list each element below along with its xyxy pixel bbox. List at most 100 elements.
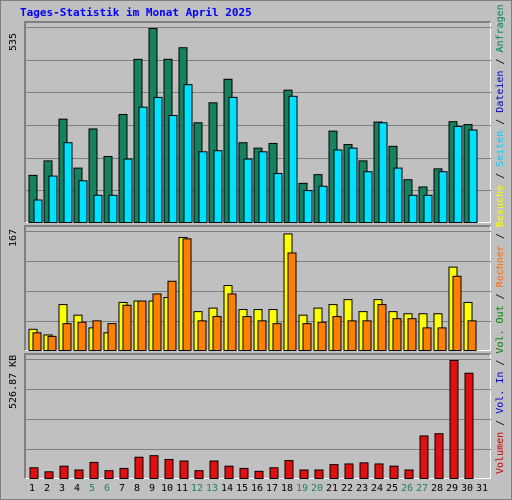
bar-rechner-day-5 xyxy=(92,320,102,351)
bar-seiten-day-28 xyxy=(438,171,448,223)
bar-seiten-day-26 xyxy=(408,194,418,223)
day-label-4: 4 xyxy=(73,483,81,494)
bar-rechner-day-28 xyxy=(437,327,447,351)
bar-rechner-day-18 xyxy=(287,252,297,351)
bar-rechner-day-16 xyxy=(257,320,267,351)
bar-rechner-day-7 xyxy=(122,304,132,351)
legend-separator: / xyxy=(495,52,506,71)
day-label-11: 11 xyxy=(175,483,189,494)
anfragen-seiten-panel xyxy=(24,21,491,223)
bar-seiten-day-6 xyxy=(108,194,118,223)
bar-seiten-day-27 xyxy=(423,194,433,223)
bar-seiten-day-11 xyxy=(183,84,193,223)
series-legend: Volumen / Vol. In / Vol. Out / Rechner /… xyxy=(492,4,510,474)
bar-rechner-day-30 xyxy=(467,320,477,351)
day-label-8: 8 xyxy=(133,483,141,494)
bar-rechner-day-10 xyxy=(167,280,177,351)
day-label-3: 3 xyxy=(58,483,66,494)
day-label-12: 12 xyxy=(190,483,204,494)
day-label-10: 10 xyxy=(160,483,174,494)
day-label-16: 16 xyxy=(250,483,264,494)
bar-volumen-day-27 xyxy=(419,435,429,479)
bar-rechner-day-27 xyxy=(422,327,432,351)
anfragen-seiten-chart xyxy=(26,27,491,223)
bar-rechner-day-19 xyxy=(302,323,312,351)
day-label-26: 26 xyxy=(400,483,414,494)
bar-seiten-day-1 xyxy=(33,199,43,223)
bar-seiten-day-8 xyxy=(138,106,148,223)
bar-volumen-day-19 xyxy=(299,469,309,479)
legend-dateien: Dateien xyxy=(495,70,506,113)
bar-volumen-day-28 xyxy=(434,433,444,479)
besuche-rechner-panel xyxy=(24,225,491,351)
legend-vol-out: Vol. Out xyxy=(495,305,506,354)
bar-seiten-day-21 xyxy=(333,149,343,223)
bar-volumen-day-21 xyxy=(329,464,339,479)
bar-rechner-day-11 xyxy=(182,238,192,351)
bar-rechner-day-8 xyxy=(137,300,147,351)
bar-volumen-day-3 xyxy=(59,465,69,479)
bar-seiten-day-10 xyxy=(168,115,178,223)
bar-rechner-day-13 xyxy=(212,316,222,351)
bar-volumen-day-17 xyxy=(269,467,279,479)
bar-volumen-day-12 xyxy=(194,470,204,479)
bar-seiten-day-29 xyxy=(453,125,463,223)
bar-volumen-day-7 xyxy=(119,467,129,479)
day-label-31: 31 xyxy=(475,483,489,494)
bar-seiten-day-14 xyxy=(228,96,238,223)
bar-rechner-day-24 xyxy=(377,304,387,351)
bar-volumen-day-1 xyxy=(29,467,39,479)
day-label-29: 29 xyxy=(445,483,459,494)
legend-rechner: Rechner xyxy=(495,245,506,288)
top-axis-max: 535 xyxy=(8,32,19,51)
day-label-17: 17 xyxy=(265,483,279,494)
bar-seiten-day-20 xyxy=(318,185,328,223)
bar-volumen-day-22 xyxy=(344,463,354,479)
day-axis: 1 2 3 4 5 6 7 8 9 10 11 12 13 14 15 16 17 18 19 20 21 22 23 24 2… xyxy=(24,483,491,497)
bar-seiten-day-16 xyxy=(258,151,268,223)
day-label-28: 28 xyxy=(430,483,444,494)
bar-seiten-day-9 xyxy=(153,96,163,223)
bar-seiten-day-13 xyxy=(213,150,223,223)
bar-seiten-day-24 xyxy=(378,122,388,223)
bar-volumen-day-9 xyxy=(149,455,159,479)
day-label-18: 18 xyxy=(280,483,294,494)
day-label-14: 14 xyxy=(220,483,234,494)
legend-separator: / xyxy=(495,413,506,432)
bar-volumen-day-25 xyxy=(389,465,399,479)
day-label-6: 6 xyxy=(103,483,111,494)
bar-volumen-day-29 xyxy=(449,360,459,479)
bar-rechner-day-20 xyxy=(317,321,327,351)
bar-seiten-day-3 xyxy=(63,142,73,223)
volumen-chart xyxy=(26,359,491,479)
bar-rechner-day-1 xyxy=(32,332,42,351)
legend-besuche: Besuche xyxy=(495,184,506,228)
bar-volumen-day-8 xyxy=(134,456,144,479)
bar-seiten-day-18 xyxy=(288,95,298,223)
day-label-25: 25 xyxy=(385,483,399,494)
bar-seiten-day-19 xyxy=(303,190,313,223)
bar-volumen-day-18 xyxy=(284,460,294,479)
bar-rechner-day-14 xyxy=(227,293,237,351)
bar-volumen-day-2 xyxy=(44,471,54,479)
day-label-20: 20 xyxy=(310,483,324,494)
bar-seiten-day-25 xyxy=(393,167,403,223)
bar-rechner-day-12 xyxy=(197,320,207,351)
day-label-23: 23 xyxy=(355,483,369,494)
bar-volumen-day-11 xyxy=(179,460,189,479)
legend-vol-in: Vol. In xyxy=(495,371,506,414)
bar-seiten-day-7 xyxy=(123,158,133,223)
bar-rechner-day-21 xyxy=(332,316,342,351)
bar-seiten-day-12 xyxy=(198,151,208,223)
volumen-panel xyxy=(24,353,491,479)
bar-rechner-day-22 xyxy=(347,320,357,351)
day-label-30: 30 xyxy=(460,483,474,494)
day-label-24: 24 xyxy=(370,483,384,494)
bar-anfragen-day-6 xyxy=(103,156,113,223)
day-label-7: 7 xyxy=(118,483,126,494)
legend-separator: / xyxy=(495,227,506,246)
bar-seiten-day-30 xyxy=(468,129,478,223)
legend-separator: / xyxy=(495,166,506,185)
bar-volumen-day-13 xyxy=(209,460,219,479)
